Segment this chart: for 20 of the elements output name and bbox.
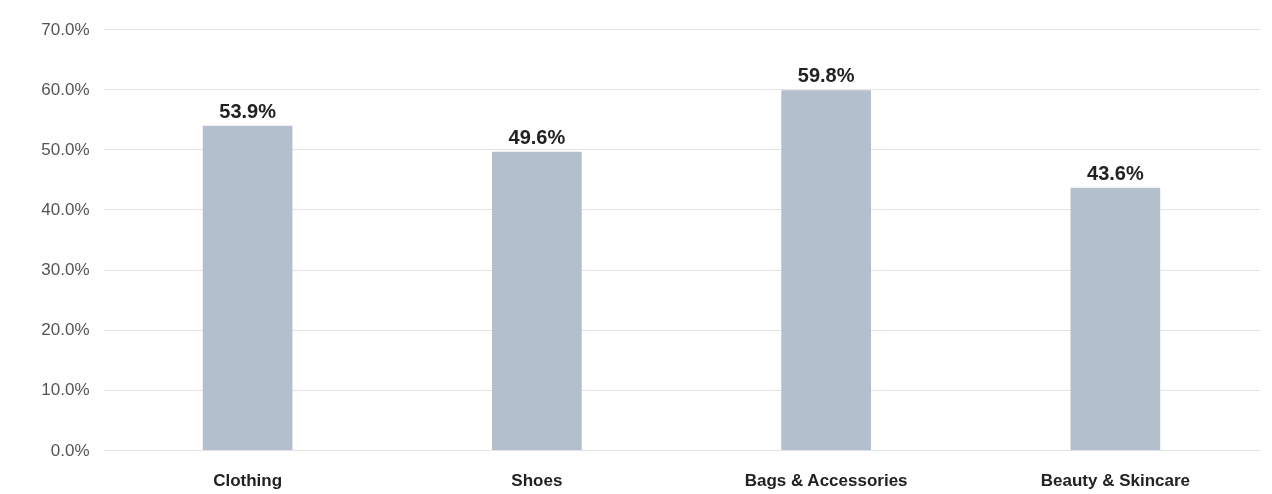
y-tick-label: 70.0% — [41, 19, 90, 39]
x-tick-label: Beauty & Skincare — [1040, 470, 1191, 490]
x-tick-label: Clothing — [213, 470, 283, 490]
y-tick-label: 40.0% — [41, 199, 90, 219]
y-tick-label: 20.0% — [41, 320, 90, 340]
bar — [781, 90, 871, 450]
x-tick-label: Shoes — [511, 470, 563, 490]
y-tick-label: 60.0% — [41, 79, 90, 99]
bar — [202, 125, 293, 450]
y-tick-label: 50.0% — [41, 139, 90, 159]
y-tick-label: 30.0% — [41, 260, 90, 280]
bar — [492, 151, 582, 450]
bar — [1070, 187, 1161, 450]
x-tick-label: Bags & Accessories — [744, 470, 908, 490]
y-tick-label: 0.0% — [50, 440, 90, 460]
data-label: 59.8% — [797, 64, 855, 87]
y-tick-label: 10.0% — [41, 380, 90, 400]
data-label: 49.6% — [508, 125, 566, 148]
data-label: 53.9% — [219, 99, 277, 122]
data-label: 43.6% — [1087, 161, 1144, 184]
